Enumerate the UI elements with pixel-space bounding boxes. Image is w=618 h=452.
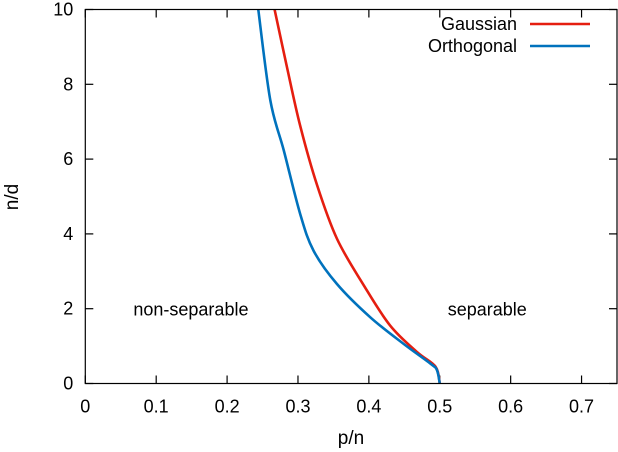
y-tick-label: 10 <box>53 0 73 20</box>
x-tick-label: 0.6 <box>498 397 523 417</box>
x-tick-label: 0.2 <box>215 397 240 417</box>
region-label: non-separable <box>133 300 248 320</box>
y-axis-label: n/d <box>2 184 23 210</box>
plot-frame <box>84 8 618 385</box>
x-axis-label: p/n <box>338 428 364 449</box>
series-line-orthogonal <box>256 9 442 384</box>
legend-label: Orthogonal <box>428 36 517 56</box>
x-tick-label: 0.7 <box>569 397 594 417</box>
y-tick-label: 8 <box>63 74 73 94</box>
y-tick-label: 2 <box>63 299 73 319</box>
y-tick-label: 4 <box>63 224 73 244</box>
region-label: separable <box>448 300 527 320</box>
y-tick-label: 6 <box>63 149 73 169</box>
x-tick-label: 0 <box>80 397 90 417</box>
y-tick-label: 0 <box>63 374 73 394</box>
x-tick-label: 0.1 <box>144 397 169 417</box>
x-tick-label: 0.4 <box>356 397 381 417</box>
x-tick-label: 0.3 <box>285 397 310 417</box>
legend-label: Gaussian <box>441 14 517 34</box>
series-line-gaussian <box>273 9 442 384</box>
x-tick-label: 0.5 <box>427 397 452 417</box>
